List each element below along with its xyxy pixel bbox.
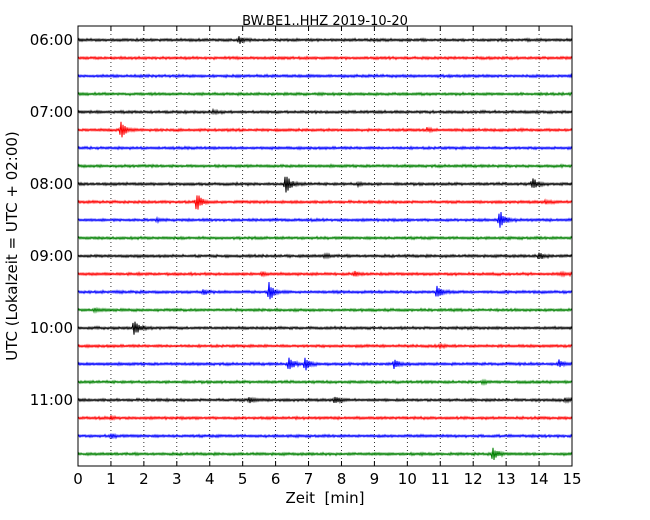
x-tick-label: 11 <box>431 470 450 488</box>
x-tick-label: 10 <box>398 470 417 488</box>
trace-line <box>77 282 573 300</box>
x-tick-label: 13 <box>497 470 516 488</box>
y-tick-label: 10:00 <box>30 319 73 337</box>
trace-line <box>77 235 573 241</box>
trace-line <box>77 55 573 61</box>
trace-line <box>77 211 573 228</box>
trace-line <box>77 145 573 151</box>
trace-line <box>77 107 573 116</box>
plot-frame <box>77 25 573 467</box>
x-tick-label: 4 <box>205 470 215 488</box>
x-axis-label: Zeit [min] <box>285 489 364 507</box>
x-tick-label: 2 <box>139 470 149 488</box>
trace-line <box>77 163 573 169</box>
x-tick-label: 8 <box>337 470 347 488</box>
trace-line <box>77 432 573 440</box>
trace-line <box>77 321 573 335</box>
grid-lines <box>110 26 540 466</box>
trace-line <box>77 121 573 138</box>
trace-line <box>77 91 573 97</box>
x-tick-label: 0 <box>73 470 83 488</box>
trace-line <box>77 270 573 278</box>
x-tick-label: 14 <box>530 470 549 488</box>
y-tick-label: 07:00 <box>30 103 73 121</box>
x-tick-label: 1 <box>106 470 116 488</box>
axis-ticks: 0 1 2 3 4 5 6 7 8 9 10 11 12 13 14 1506:0007:0008:0009:… <box>30 26 582 488</box>
trace-line <box>77 176 573 193</box>
y-tick-label: 06:00 <box>30 31 73 49</box>
y-tick-label: 08:00 <box>30 175 73 193</box>
y-axis-label: UTC (Lokalzeit = UTC + 02:00) <box>3 131 21 361</box>
trace-line <box>77 252 573 260</box>
trace-line <box>77 396 573 404</box>
x-tick-label: 12 <box>464 470 483 488</box>
seismogram-traces <box>77 36 573 461</box>
trace-line <box>77 447 573 461</box>
trace-line <box>77 195 573 210</box>
x-tick-label: 5 <box>238 470 248 488</box>
trace-line <box>77 36 573 44</box>
chart-title: BW.BE1..HHZ 2019-10-20 <box>242 14 408 29</box>
x-tick-label: 6 <box>271 470 281 488</box>
x-tick-label: 7 <box>304 470 314 488</box>
trace-line <box>77 73 573 79</box>
trace-line <box>77 306 573 314</box>
trace-line <box>77 342 573 351</box>
x-tick-label: 9 <box>370 470 380 488</box>
y-tick-label: 11:00 <box>30 391 73 409</box>
trace-line <box>77 357 573 371</box>
trace-line <box>77 414 573 421</box>
trace-line <box>77 378 573 386</box>
y-tick-label: 09:00 <box>30 247 73 265</box>
x-tick-label: 15 <box>562 470 581 488</box>
x-tick-label: 3 <box>172 470 182 488</box>
